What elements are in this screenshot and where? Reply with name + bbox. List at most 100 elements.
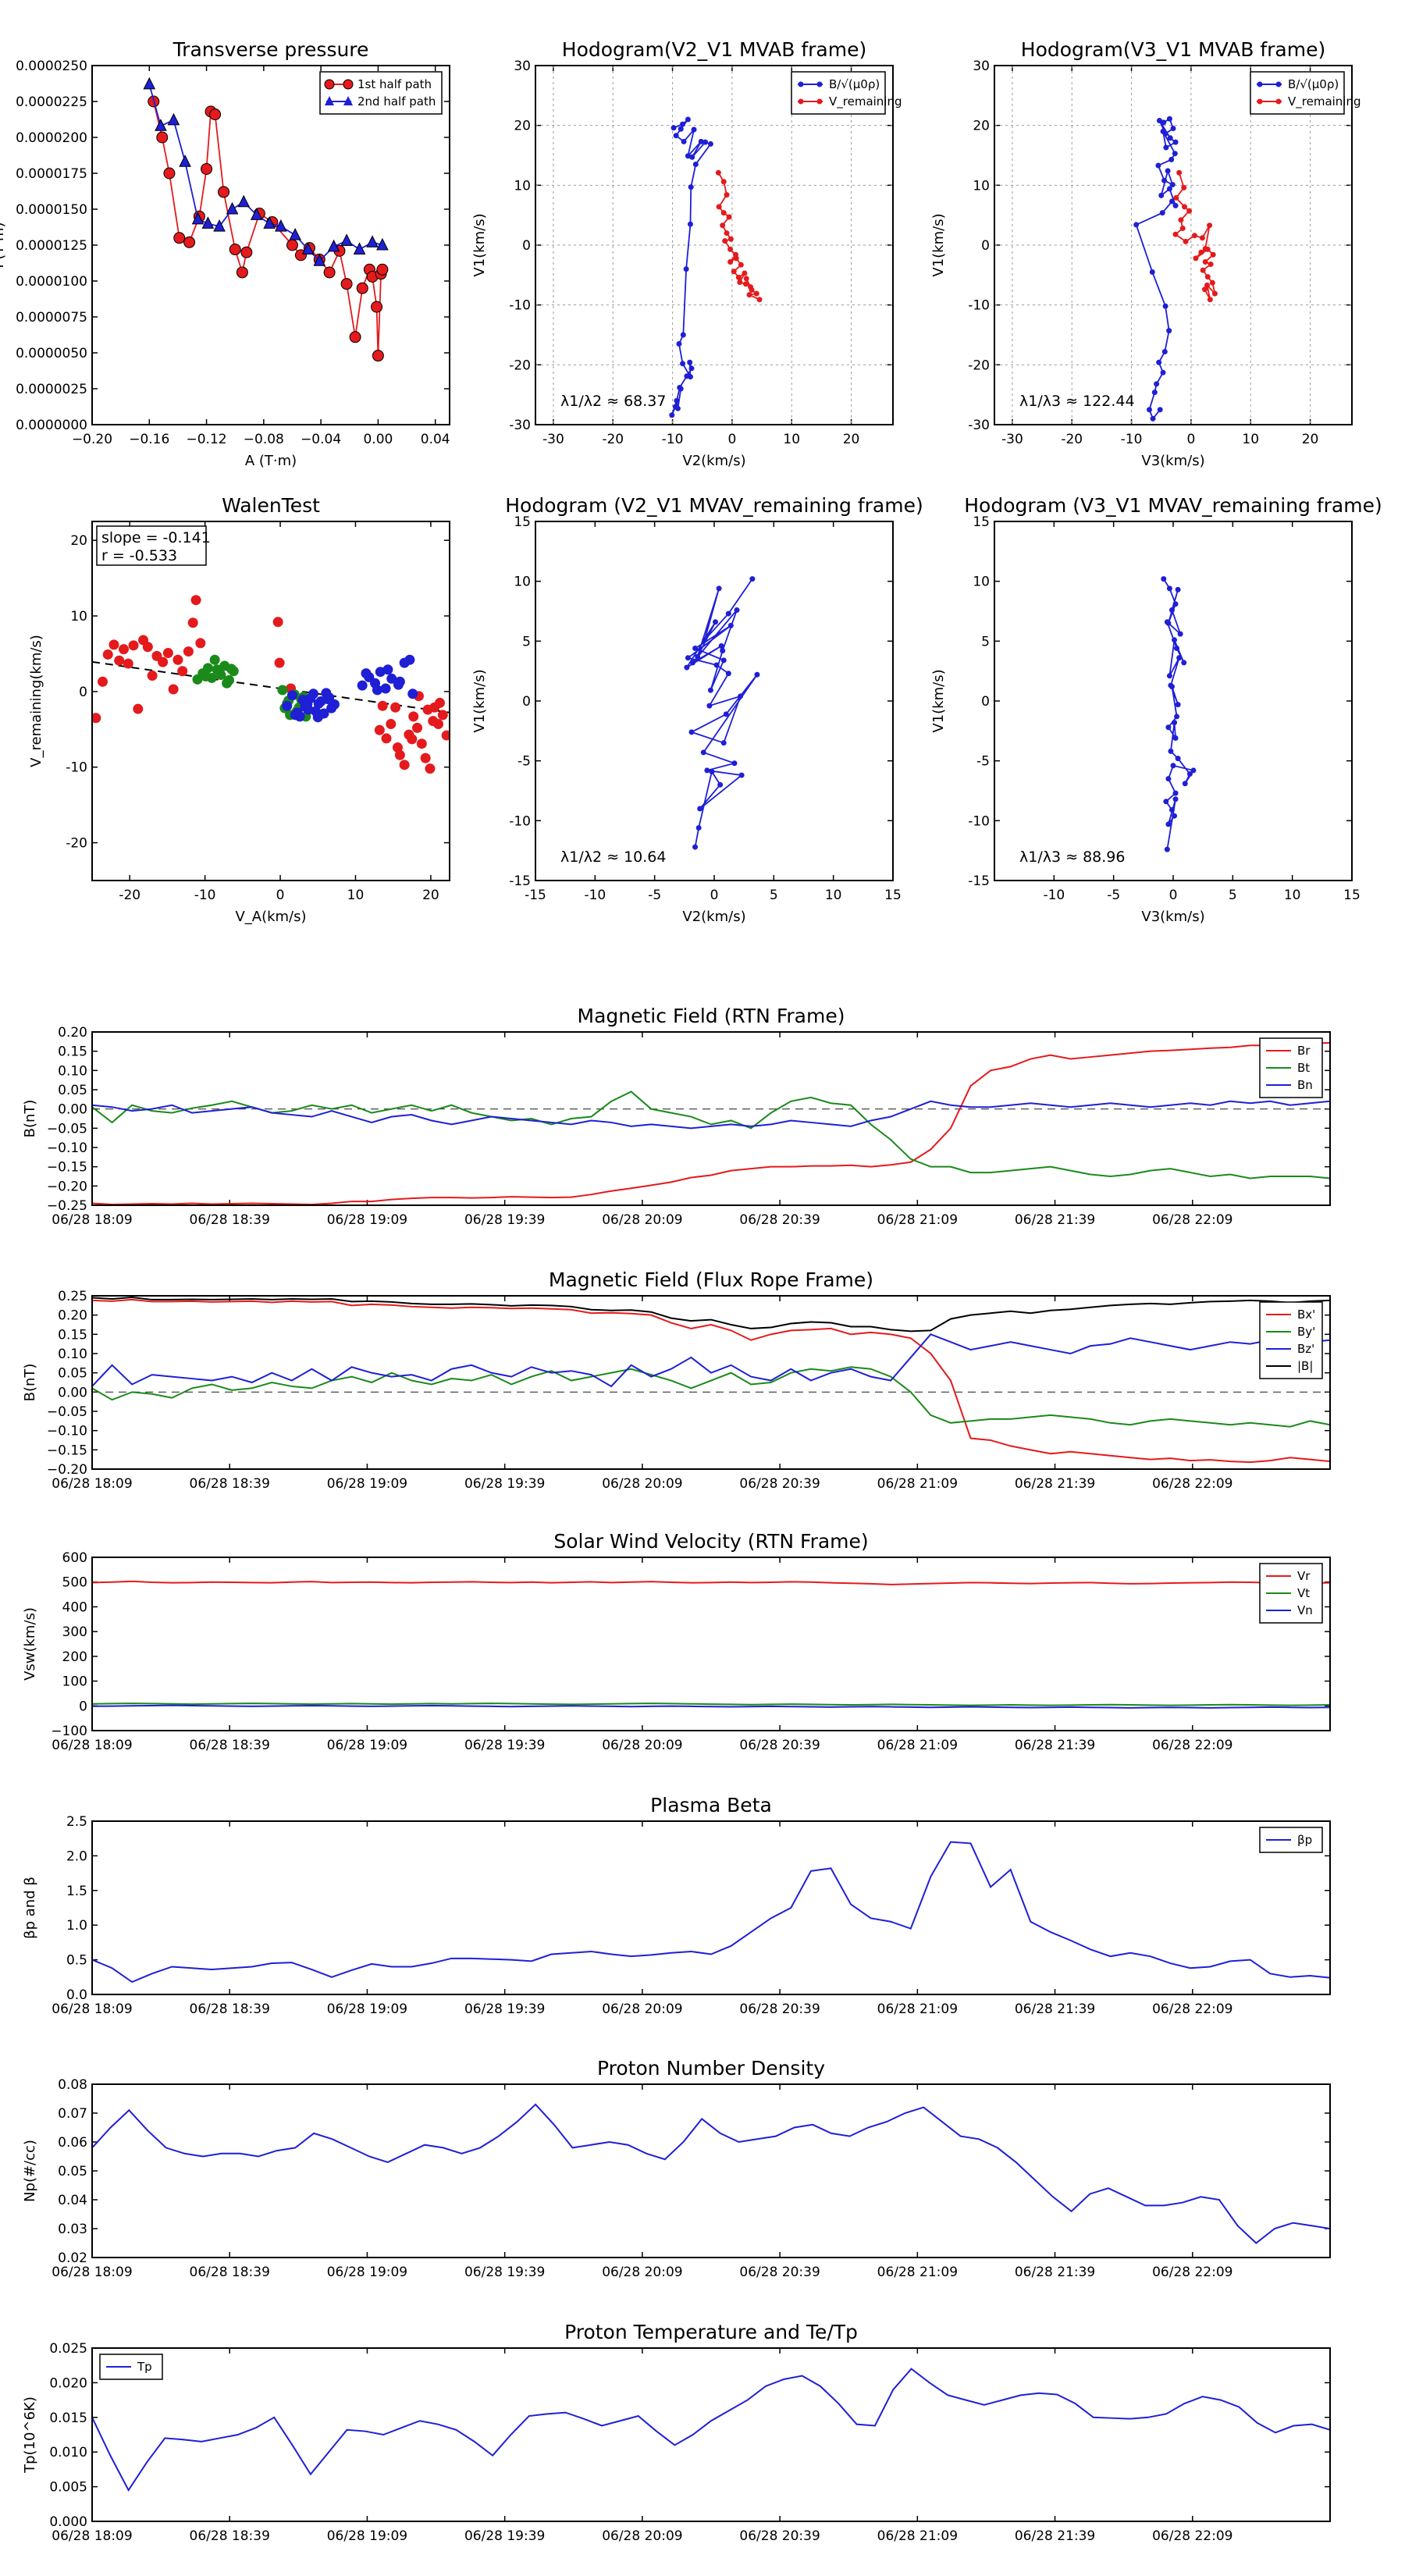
- x-tick-label: -5: [1107, 888, 1120, 903]
- point-s2-16: [326, 703, 337, 713]
- y-tick-label: 0.02: [58, 2250, 87, 2266]
- chart-plasma_beta: Plasma Beta 0.0 0.5 1.0 1.5 2.0 2.5 06/28 18:09…: [22, 1794, 1331, 2017]
- x-tick-label: 0: [1186, 432, 1195, 447]
- point-s0-7: [1163, 144, 1169, 151]
- chart-title: Plasma Beta: [650, 1794, 772, 1816]
- y-tick-label: 0.03: [58, 2222, 87, 2237]
- point-s0-23: [274, 657, 285, 668]
- x-tick-label: 06/28 19:09: [327, 2528, 407, 2544]
- point-s1-0: [715, 169, 721, 176]
- point-s0-31: [1165, 821, 1172, 827]
- point-s0-45: [434, 697, 445, 708]
- point-s1-17: [353, 242, 366, 255]
- point-s0-41: [377, 700, 388, 711]
- x-tick-label: -30: [542, 432, 564, 447]
- x-tick-label: 06/28 18:09: [52, 2265, 132, 2280]
- point-s0-6: [1172, 139, 1179, 145]
- y-tick-label: 20: [514, 119, 531, 134]
- y-tick-label: 10: [973, 575, 990, 590]
- y-tick-label: 0.04: [58, 2193, 87, 2208]
- x-tick-label: 06/28 19:09: [327, 2265, 407, 2280]
- point-s0-26: [1165, 776, 1172, 782]
- point-s0-16: [1174, 713, 1180, 720]
- stats-line: slope = -0.141: [101, 529, 211, 546]
- y-tick-label: -30: [968, 418, 990, 433]
- legend-label: Bx': [1297, 1308, 1315, 1322]
- x-tick-label: 06/28 19:09: [327, 1212, 407, 1228]
- chart-walen_test: WalenTest -20 -10 0 10 20 -20 -10 0 10 20 V_A(km/s)…: [28, 494, 450, 925]
- y-tick-label: -20: [968, 358, 990, 373]
- x-tick-label: 0: [727, 432, 736, 447]
- series-line-b0: [1135, 117, 1177, 421]
- point-s0-18: [1168, 198, 1175, 205]
- x-tick-label: 06/28 20:39: [739, 2528, 820, 2544]
- x-axis-label: V2(km/s): [682, 909, 745, 925]
- legend-marker: [816, 98, 823, 105]
- x-tick-label: 06/28 22:09: [1152, 1476, 1232, 1492]
- point-s0-26: [704, 767, 710, 774]
- point-s1-3: [179, 155, 191, 167]
- point-s0-15: [685, 655, 691, 661]
- point-s1-6: [213, 219, 226, 232]
- plot-area: [92, 595, 450, 774]
- point-s2-31: [372, 685, 382, 696]
- ratio-annotation: λ1/λ3 ≈ 122.44: [1019, 393, 1135, 410]
- x-tick-label: 10: [1284, 888, 1301, 903]
- x-tick-label: 0: [1169, 888, 1178, 903]
- x-tick-label: 06/28 21:39: [1015, 1738, 1095, 1753]
- x-tick-label: 06/28 18:09: [52, 2528, 132, 2544]
- point-s0-14: [1165, 168, 1171, 174]
- x-tick-label: 06/28 20:39: [739, 1212, 820, 1228]
- x-axis-label: A (T·m): [245, 453, 297, 469]
- chart-magnetic_field_rtn: Magnetic Field (RTN Frame) −0.25 −0.20 −0.1…: [22, 1005, 1331, 1228]
- point-s0-10: [142, 642, 153, 653]
- series-line-p: [92, 1841, 1330, 1984]
- point-s0-35: [420, 753, 431, 763]
- chart-title: Hodogram(V2_V1 MVAB frame): [562, 38, 866, 61]
- point-s1-19: [1200, 267, 1206, 273]
- chart-title: Proton Number Density: [597, 2057, 825, 2080]
- point-s0-19: [1159, 210, 1165, 216]
- point-s0-16: [680, 332, 686, 338]
- x-tick-label: 06/28 20:09: [602, 2001, 682, 2017]
- point-s1-14: [1193, 255, 1199, 262]
- y-tick-label: 0.0: [66, 1987, 87, 2003]
- point-s0-11: [147, 671, 158, 681]
- legend-box: [319, 71, 443, 115]
- y-tick-label: 0.10: [58, 1063, 87, 1079]
- point-s0-29: [1168, 807, 1175, 813]
- point-s1-23: [1204, 282, 1211, 288]
- point-s1-11: [275, 219, 287, 232]
- x-tick-label: 06/28 21:39: [1015, 1212, 1095, 1228]
- point-s1-7: [724, 230, 730, 237]
- y-tick-label: 0.0000100: [16, 274, 87, 290]
- x-axis-label: V3(km/s): [1141, 453, 1204, 469]
- point-s0-5: [713, 619, 719, 625]
- y-tick-label: 0.0000075: [16, 310, 87, 326]
- series-line-bn: [92, 1100, 1330, 1130]
- y-tick-label: 0.05: [58, 1366, 87, 1382]
- point-s1-25: [1201, 286, 1208, 293]
- plot-area: [92, 2368, 1330, 2492]
- point-s0-4: [183, 236, 196, 248]
- point-s1-12: [289, 228, 301, 240]
- x-tick-label: 06/28 20:09: [602, 2265, 682, 2280]
- y-tick-label: 15: [514, 514, 531, 530]
- x-tick-label: -10: [1121, 432, 1143, 447]
- y-tick-label: 15: [973, 514, 990, 530]
- y-tick-label: 0.000: [49, 2514, 87, 2530]
- legend: B/√(μ0ρ) V_remaining: [1250, 71, 1361, 115]
- plot-frame: [994, 65, 1353, 425]
- y-tick-label: -10: [509, 298, 531, 314]
- series-line-b: [92, 1296, 1330, 1332]
- point-s1-1: [720, 179, 727, 185]
- point-s1-7: [226, 201, 239, 215]
- y-tick-label: 0: [79, 685, 87, 700]
- y-axis-label: V1(km/s): [471, 213, 488, 276]
- x-tick-label: 0: [710, 888, 719, 903]
- point-s1-8: [727, 236, 734, 242]
- point-s0-20: [1133, 222, 1140, 228]
- point-s0-27: [738, 772, 745, 778]
- x-tick-label: -10: [584, 888, 606, 903]
- y-axis-label: B(nT): [22, 1364, 38, 1402]
